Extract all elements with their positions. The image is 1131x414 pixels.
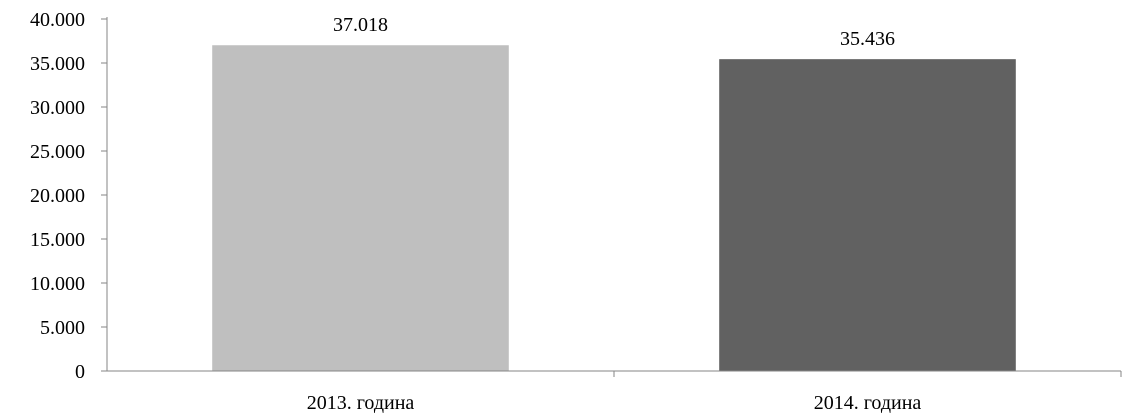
y-tick-label: 0 <box>75 361 85 383</box>
y-axis: 0 5.000 10.000 15.000 20.000 25.000 30.000 35.0… <box>30 9 108 383</box>
y-tick-label: 35.000 <box>30 53 85 75</box>
bars <box>212 45 1016 371</box>
bar <box>212 45 509 371</box>
data-label: 37.018 <box>333 14 388 36</box>
y-tick-label: 30.000 <box>30 97 85 119</box>
x-category-label: 2014. година <box>814 392 922 414</box>
data-label: 35.436 <box>840 28 895 50</box>
x-category-label: 2013. година <box>307 392 415 414</box>
y-tick-label: 10.000 <box>30 273 85 295</box>
y-tick-label: 5.000 <box>40 317 85 339</box>
x-axis: 2013. година 2014. година <box>107 370 1122 414</box>
bar <box>719 59 1016 371</box>
y-tick-label: 40.000 <box>30 9 85 31</box>
y-tick-label: 20.000 <box>30 185 85 207</box>
y-tick-label: 15.000 <box>30 229 85 251</box>
y-tick-label: 25.000 <box>30 141 85 163</box>
data-labels: 37.018 35.436 <box>333 14 895 50</box>
